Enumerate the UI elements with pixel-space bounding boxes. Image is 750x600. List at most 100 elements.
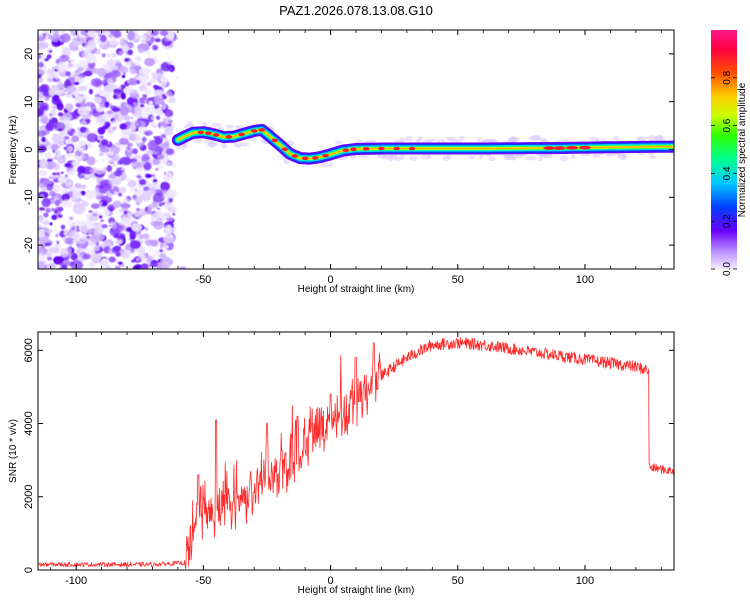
spectrogram-noise-cell [164, 37, 170, 42]
spectrogram-noise-cell [149, 249, 153, 252]
ridge-haze [605, 152, 615, 157]
ridge-haze [420, 154, 432, 160]
spectrogram-noise-cell [80, 184, 87, 190]
spectrogram-noise-cell [94, 130, 98, 133]
spectrogram-noise-cell [38, 260, 46, 269]
spectrogram-noise-cell [66, 85, 77, 93]
spectrogram-noise-cell [49, 222, 53, 226]
ridge-core [225, 135, 232, 139]
spectrogram-noise-cell [108, 36, 118, 46]
spectrogram-noise-cell [118, 50, 124, 56]
spectrogram-noise-cell [77, 147, 81, 151]
spectrogram-noise-cell [99, 212, 103, 216]
spectrogram-noise-cell [65, 71, 71, 77]
spectrogram-y-tick-label: 20 [23, 48, 35, 60]
spectrogram-noise-cell [164, 243, 167, 247]
spectrogram-noise-cell [115, 142, 121, 146]
ridge-core [363, 147, 370, 151]
spectrogram-noise-cell [38, 144, 47, 153]
spectrogram-noise-cell [38, 126, 44, 132]
spectrogram-noise-cell [158, 78, 161, 81]
snr-x-axis-label: Height of straight line (km) [298, 585, 415, 596]
spectrogram-noise-cell [50, 144, 59, 151]
spectrogram-noise-cell [121, 129, 130, 139]
spectrogram-noise-cell [152, 84, 158, 89]
spectrogram-noise-cell [78, 141, 87, 146]
spectrogram-noise-cell [77, 47, 84, 53]
spectrogram-noise-cell [135, 202, 141, 206]
spectrogram-noise-cell [116, 85, 122, 90]
spectrogram-noise-cell [123, 199, 131, 204]
spectrogram-noise-cell [77, 106, 91, 116]
spectrogram-noise-cell [61, 193, 70, 202]
spectrogram-noise-cell [72, 190, 82, 199]
spectrogram-noise-cell [77, 85, 88, 92]
spectrogram-noise-cell [84, 54, 97, 64]
spectrogram-noise-cell [148, 100, 153, 106]
spectrogram-noise-cell [140, 103, 144, 107]
spectrogram-noise-cell [108, 151, 115, 156]
spectrogram-noise-cell [54, 199, 61, 206]
ridge-haze [187, 120, 193, 126]
ridge-core [378, 146, 385, 151]
spectrogram-noise-cell [51, 104, 56, 109]
spectrogram-noise-cell [138, 85, 146, 92]
spectrogram-noise-cell [57, 140, 65, 147]
spectrogram-noise-cell [98, 152, 104, 157]
spectrogram-x-tick-label: 0 [327, 274, 333, 286]
spectrogram-noise-cell [135, 56, 138, 60]
spectrogram-noise-cell [112, 53, 117, 58]
ridge-core [197, 130, 204, 135]
ridge-haze [233, 142, 239, 147]
spectrogram-noise-cell [74, 70, 81, 76]
ridge-core [553, 146, 566, 150]
spectrogram-noise-cell [70, 252, 78, 261]
spectrogram-noise-cell [49, 190, 56, 197]
spectrogram-noise-cell [66, 230, 75, 237]
spectrogram-noise-cell [156, 213, 165, 222]
spectrogram-noise-cell [66, 51, 72, 55]
spectrogram-noise-cell [111, 163, 118, 167]
spectrogram-noise-cell [118, 192, 123, 197]
spectrogram-noise-cell [57, 80, 62, 85]
spectrogram-noise-cell [119, 156, 132, 166]
ridge-haze [525, 155, 538, 161]
spectrogram-noise-cell [141, 105, 151, 112]
spectrogram-noise-cell [41, 187, 47, 192]
spectrogram-noise-cell [136, 257, 140, 262]
spectrogram-noise-cell [141, 31, 152, 42]
spectrogram-noise-cell [57, 206, 64, 212]
spectrogram-noise-cell [113, 30, 122, 39]
snr-tick-labels: -100 -50 0 50 100 0 2000 4000 6000 [23, 338, 594, 587]
spectrogram-noise-cell [124, 57, 130, 63]
spectrogram-noise-cell [88, 39, 95, 48]
ridge-haze [207, 141, 217, 148]
spectrogram-noise-cell [112, 200, 122, 208]
spectrogram-noise-cell [77, 173, 80, 176]
spectrogram-noise-cell [137, 172, 142, 176]
spectrogram-noise-cell [160, 181, 170, 192]
spectrogram-noise-cell [72, 160, 80, 167]
spectrogram-noise-cell [110, 228, 114, 233]
spectrogram-noise-cell [152, 39, 156, 42]
spectrogram-noise-cell [70, 59, 76, 63]
spectrogram-noise-cell [166, 189, 177, 199]
ridge-haze [636, 137, 643, 142]
spectrogram-noise-cell [106, 59, 114, 66]
spectrogram-noise-cell [78, 60, 87, 68]
spectrogram-noise-cell [91, 68, 102, 74]
spectrogram-noise-cell [150, 216, 157, 222]
ridge-haze [515, 154, 523, 159]
colorbar-tick-label: 0.6 [722, 118, 733, 132]
spectrogram-noise-cell [124, 154, 127, 158]
spectrogram-noise-cell [85, 189, 93, 198]
spectrogram-noise-cell [97, 179, 101, 184]
spectrogram-noise-cell [123, 72, 126, 75]
spectrogram-noise-cell [102, 90, 112, 96]
spectrogram-noise-cell [129, 153, 133, 158]
spectrogram-noise-cell [153, 93, 164, 105]
spectrogram-noise-cell [141, 226, 146, 230]
spectrogram-noise-cell [108, 180, 113, 185]
spectrogram-noise-cell [165, 213, 171, 217]
spectrogram-noise-cell [164, 224, 173, 235]
